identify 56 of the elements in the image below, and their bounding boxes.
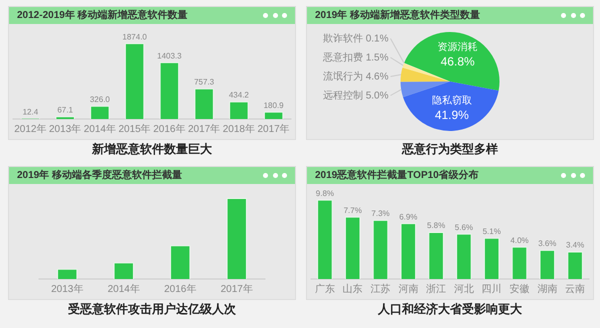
data-label: 434.2 — [228, 90, 250, 100]
data-label: 1874.0 — [122, 32, 148, 42]
data-label: 5.6% — [454, 222, 474, 232]
x-tick-label: 广东 — [314, 282, 335, 295]
data-label: 6.9% — [399, 212, 418, 222]
chart-title: 2019恶意软件拦截量TOP10省级分布 — [315, 169, 479, 182]
x-tick-label: 2014年 — [84, 122, 116, 135]
chart-title: 2012-2019年 移动端新增恶意软件数量 — [17, 9, 188, 22]
x-tick-label: 2016年 — [164, 282, 196, 295]
chart-title: 2019年 移动端各季度恶意软件拦截量 — [17, 169, 182, 182]
data-label: 9.8% — [316, 188, 334, 198]
data-label: 41.9% — [434, 108, 470, 122]
x-tick-label: 2015年 — [118, 122, 151, 135]
slice-label: 流氓行为 4.6% — [322, 70, 389, 82]
slice-label: 欺诈软件 0.1% — [322, 32, 389, 44]
x-tick-label: 湖南 — [537, 282, 558, 295]
x-tick-label: 2017年 — [188, 122, 220, 135]
data-label: 1403.3 — [157, 51, 182, 60]
slice-label: 隐私窃取 — [432, 94, 472, 106]
data-label: 326.0 — [90, 95, 110, 104]
x-tick-label: 2017年 — [258, 122, 290, 135]
text: 人口和经济大省受影响更大 — [377, 302, 523, 317]
x-tick-label: 河南 — [398, 282, 418, 295]
x-tick-label: 2013年 — [51, 282, 84, 295]
text: 受恶意软件攻击用户达亿级人次 — [67, 302, 237, 317]
data-label: 12.4 — [22, 108, 39, 117]
slice-label: 恶意扣费 1.5% — [322, 51, 389, 64]
x-tick-label: 浙江 — [426, 282, 446, 295]
x-tick-label: 2018年 — [222, 122, 255, 135]
x-tick-label: 江苏 — [370, 282, 390, 295]
data-label: 67.1 — [57, 105, 74, 114]
data-label: 180.9 — [264, 100, 284, 110]
x-tick-label: 山东 — [342, 282, 363, 295]
text: 恶意行为类型多样 — [400, 142, 499, 157]
x-tick-label: 2017年 — [220, 282, 253, 295]
data-label: 46.8% — [440, 54, 475, 69]
text: 新增恶意软件数量巨大 — [91, 142, 213, 157]
x-tick-label: 2013年 — [49, 122, 82, 135]
data-label: 3.6% — [538, 239, 556, 248]
x-tick-label: 安徽 — [510, 282, 530, 295]
x-tick-label: 云南 — [565, 282, 586, 295]
data-label: 3.4% — [566, 240, 584, 250]
data-label: 7.3% — [371, 209, 390, 218]
data-label: 757.3 — [194, 78, 215, 87]
x-tick-label: 2014年 — [108, 282, 140, 295]
chart-title: 2019年 移动端新增恶意软件类型数量 — [315, 9, 480, 22]
x-tick-label: 2012年 — [14, 122, 46, 135]
data-label: 4.0% — [510, 236, 529, 245]
slice-label: 资源消耗 — [438, 41, 478, 54]
data-label: 5.1% — [482, 226, 501, 236]
x-tick-label: 2016年 — [153, 122, 186, 135]
x-tick-label: 河北 — [454, 282, 474, 295]
data-label: 5.8% — [426, 221, 446, 230]
slice-label: 远程控制 5.0% — [322, 89, 389, 102]
data-label: 7.7% — [344, 206, 362, 215]
x-tick-label: 四川 — [482, 282, 502, 295]
